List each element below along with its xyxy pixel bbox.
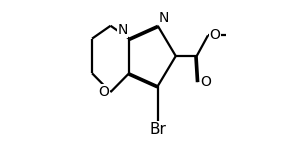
Text: N: N [159,11,169,25]
Text: Br: Br [149,122,166,137]
Text: N: N [117,23,128,37]
Text: O: O [200,75,211,89]
Text: O: O [209,28,220,42]
Text: O: O [98,85,109,99]
